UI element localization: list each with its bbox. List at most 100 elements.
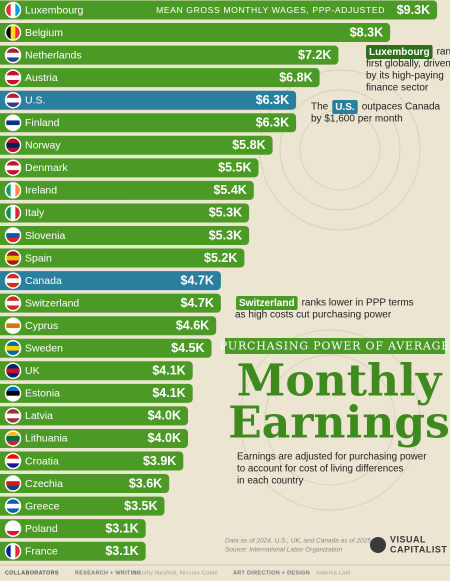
flag-stripe xyxy=(6,418,20,423)
bar xyxy=(0,23,391,43)
flag-stripe xyxy=(6,3,11,17)
value-label: $4.0K xyxy=(148,409,181,423)
flag-stripe xyxy=(6,52,20,58)
flag-stripe xyxy=(10,183,16,198)
value-label: $4.1K xyxy=(152,386,185,400)
flag-stripe xyxy=(6,476,20,482)
flag-ring xyxy=(4,520,22,537)
flag-ring xyxy=(4,114,22,131)
flag xyxy=(4,272,22,289)
flag-stripe xyxy=(6,75,20,81)
value-label: $4.1K xyxy=(152,364,185,378)
bar xyxy=(0,316,217,336)
flag-stripe xyxy=(6,48,20,54)
flag-stripe xyxy=(6,526,20,532)
bar xyxy=(0,90,297,110)
flag-stripe xyxy=(15,205,20,220)
bar xyxy=(0,496,165,516)
flag-stripe xyxy=(6,481,20,487)
flag xyxy=(4,1,22,19)
bar xyxy=(0,0,438,20)
flag-stripe xyxy=(6,102,20,108)
flag-stripe xyxy=(6,485,20,491)
logo-text: VISUAL xyxy=(390,534,426,544)
value-label: $3.9K xyxy=(143,454,176,468)
value-label: $4.7K xyxy=(181,273,214,287)
flag-ring xyxy=(4,182,22,199)
category-label: Estonia xyxy=(25,388,60,400)
flag-stripe xyxy=(6,260,20,266)
flag-stripe xyxy=(6,436,20,442)
flag xyxy=(4,294,22,312)
flag-stripe xyxy=(6,408,20,414)
value-label: $5.5K xyxy=(218,161,251,175)
category-label: Luxembourg xyxy=(25,4,84,16)
category-label: Switzerland xyxy=(25,297,79,309)
value-label: $5.8K xyxy=(232,138,265,152)
flag-stripe xyxy=(6,255,20,261)
flag-ring xyxy=(4,227,22,244)
value-label: $5.4K xyxy=(213,183,246,197)
bar xyxy=(0,226,250,245)
flag xyxy=(4,475,22,492)
flag-ring xyxy=(4,1,22,19)
value-label: $5.3K xyxy=(209,228,242,242)
flag-stripe xyxy=(15,183,20,198)
flag-stripe xyxy=(10,544,16,559)
flag-ring xyxy=(4,430,22,447)
flag-ring xyxy=(4,204,22,222)
category-label: Finland xyxy=(25,117,60,129)
flag-stripe xyxy=(6,368,20,374)
logo-text: CAPITALIST xyxy=(390,544,447,554)
value-label: $3.1K xyxy=(105,544,138,558)
value-label: $9.3K xyxy=(397,3,430,17)
annotation-tag xyxy=(332,100,358,114)
flag-stripe xyxy=(6,160,20,166)
flag-ring xyxy=(4,91,22,109)
value-label: $3.1K xyxy=(105,521,138,535)
chart-title: Earnings xyxy=(228,398,449,449)
bar xyxy=(0,68,320,88)
category-label: Norway xyxy=(25,140,61,152)
flag-ring xyxy=(4,69,22,86)
flag-ring xyxy=(4,452,22,470)
bar xyxy=(0,474,170,494)
flag-stripe xyxy=(6,97,20,103)
category-label: Italy xyxy=(25,207,45,219)
category-label: Canada xyxy=(25,275,62,287)
description: to account for cost of living difference… xyxy=(237,464,404,475)
flag-stripe xyxy=(6,251,20,257)
bar xyxy=(0,248,245,268)
category-label: Czechia xyxy=(25,478,63,490)
flag-stripe xyxy=(6,440,20,446)
flag-stripe xyxy=(6,237,20,243)
flag-ring xyxy=(4,542,22,560)
flag-stripe xyxy=(6,463,20,468)
value-label: $3.5K xyxy=(124,499,157,513)
footer-text: RESEARCH + WRITING xyxy=(75,570,141,576)
flag-stripe xyxy=(6,521,20,527)
annotation-tag xyxy=(366,45,433,59)
flag-ring xyxy=(4,249,22,267)
bar xyxy=(0,338,212,358)
bar xyxy=(0,135,273,155)
flag-stripe xyxy=(6,345,20,351)
value-label: $6.3K xyxy=(256,93,289,107)
flag-stripe xyxy=(10,3,16,17)
flag-ring xyxy=(4,137,22,154)
flag-stripe xyxy=(6,93,20,99)
category-label: Slovenia xyxy=(25,230,65,242)
flag-ring xyxy=(4,407,22,425)
category-label: UK xyxy=(25,365,40,377)
flag-stripe xyxy=(6,273,20,279)
category-label: Poland xyxy=(25,523,58,535)
bar xyxy=(0,293,221,313)
kicker-band xyxy=(225,338,445,354)
category-label: Ireland xyxy=(25,185,57,197)
category-label: France xyxy=(25,545,58,557)
flag-stripe xyxy=(6,373,20,378)
category-label: Sweden xyxy=(25,343,63,355)
annotation-tag-text: Switzerland xyxy=(239,298,295,309)
bar xyxy=(0,271,221,291)
flag-stripe xyxy=(6,205,11,220)
